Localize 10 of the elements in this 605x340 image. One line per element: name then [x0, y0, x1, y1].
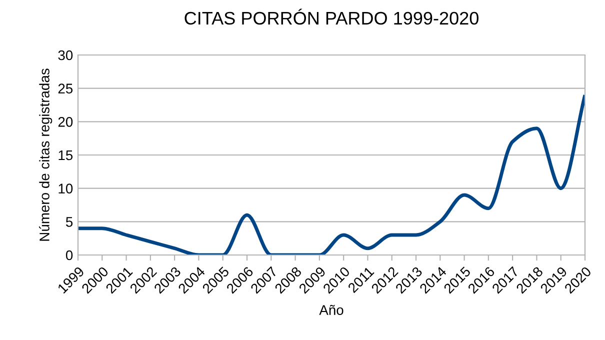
y-axis-title: Número de citas registradas	[39, 68, 52, 241]
y-tick-label: 0	[66, 250, 73, 260]
y-tick-label: 20	[58, 117, 73, 127]
x-axis-title: Año	[319, 304, 344, 315]
y-tick-label: 5	[66, 217, 73, 227]
y-tick-label: 25	[58, 84, 73, 94]
y-tick-label: 10	[58, 184, 73, 194]
y-tick-label: 30	[58, 50, 73, 60]
y-tick-label: 15	[58, 150, 73, 160]
chart-title: CITAS PORRÓN PARDO 1999-2020	[184, 8, 478, 25]
